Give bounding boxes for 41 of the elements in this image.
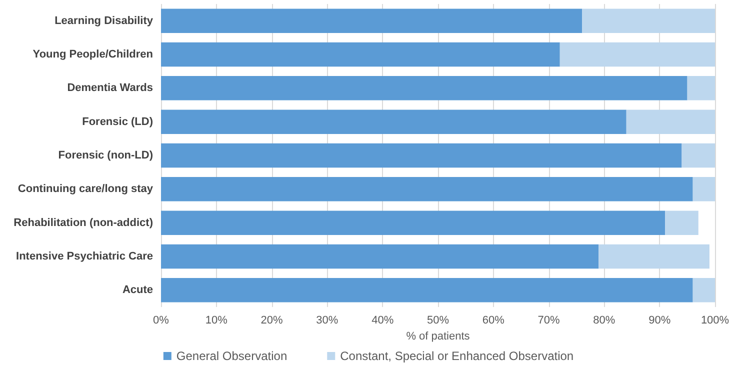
bar (598, 244, 710, 269)
legend-label: Constant, Special or Enhanced Observation (340, 349, 574, 363)
bar (692, 278, 715, 302)
bar (626, 110, 715, 134)
y-tick-label: Young People/Children (32, 48, 154, 60)
bar (560, 42, 715, 67)
y-tick-label: Acute (122, 284, 153, 296)
y-tick-label: Learning Disability (54, 14, 154, 27)
bar (687, 76, 715, 100)
x-axis-title: % of patients (406, 330, 470, 342)
x-tick-label: 0% (153, 314, 170, 326)
x-tick-label: 20% (260, 314, 284, 326)
y-tick-label: Forensic (LD) (82, 116, 154, 128)
y-tick-label: Intensive Psychiatric Care (16, 250, 153, 262)
x-tick-label: 40% (372, 314, 394, 326)
bar (161, 244, 599, 269)
x-tick-label: 100% (700, 314, 730, 326)
bar (161, 278, 693, 302)
x-tick-label: 80% (593, 314, 616, 326)
bar (161, 177, 693, 202)
bar (161, 8, 582, 33)
bar (161, 42, 560, 67)
bar (161, 210, 666, 235)
x-tick-label: 90% (648, 314, 671, 326)
bar (665, 210, 698, 235)
y-tick-label: Rehabilitation (non-addict) (14, 216, 154, 229)
legend-label: General Observation (176, 349, 288, 363)
bar (582, 8, 715, 33)
y-tick-label: Dementia Wards (67, 82, 153, 94)
bar (682, 143, 715, 168)
y-tick-label: Continuing care/long stay (18, 183, 154, 196)
x-tick-label: 50% (426, 314, 450, 326)
x-tick-label: 30% (316, 314, 338, 326)
bar (692, 177, 715, 202)
bar (161, 76, 688, 100)
x-tick-label: 70% (538, 314, 560, 326)
x-tick-label: 10% (205, 314, 228, 326)
bar (161, 110, 626, 134)
x-tick-label: 60% (482, 314, 505, 326)
bar (161, 143, 682, 168)
y-tick-label: Forensic (non-LD) (58, 150, 154, 162)
